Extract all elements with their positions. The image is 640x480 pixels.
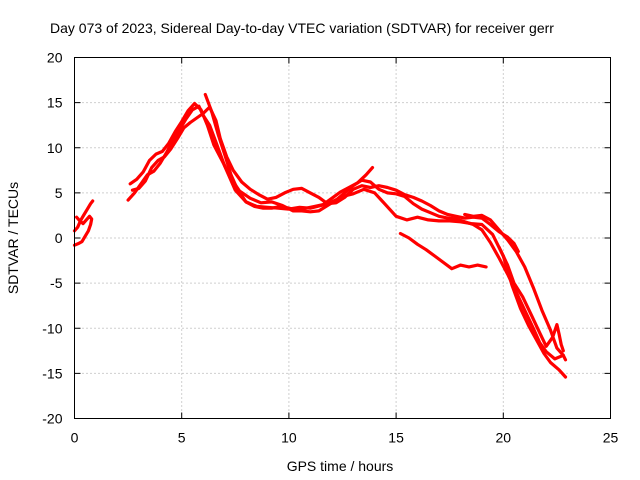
y-tick-label: 15 xyxy=(47,95,63,111)
trace-layer xyxy=(72,92,568,379)
x-tick-label: 25 xyxy=(603,430,619,446)
x-tick-labels: 0 5 10 15 20 25 xyxy=(71,430,619,446)
y-tick-label: -10 xyxy=(42,320,62,336)
y-tick-label: 20 xyxy=(47,50,63,66)
data-series-trace-5 xyxy=(130,105,520,254)
y-tick-label: -5 xyxy=(50,275,63,291)
y-tick-label: -20 xyxy=(42,411,62,427)
data-series-trace-3 xyxy=(126,104,568,379)
data-series-trace-8 xyxy=(497,245,565,353)
data-series-trace-4 xyxy=(128,101,565,361)
data-series-trace-1 xyxy=(72,199,95,233)
x-tick-label: 20 xyxy=(496,430,512,446)
x-tick-label: 5 xyxy=(178,430,186,446)
y-axis-label: SDTVAR / TECUs xyxy=(5,182,21,294)
data-series-trace-7 xyxy=(398,231,488,271)
y-tick-label: 10 xyxy=(47,140,63,156)
tick-marks xyxy=(74,57,611,419)
x-axis-label: GPS time / hours xyxy=(287,458,394,474)
x-tick-label: 10 xyxy=(281,430,297,446)
y-tick-labels: -20 -15 -10 -5 0 5 10 15 20 xyxy=(42,50,62,427)
data-series-trace-9 xyxy=(463,212,568,362)
data-series-trace-6 xyxy=(203,92,375,212)
y-tick-label: 0 xyxy=(55,230,63,246)
x-tick-label: 15 xyxy=(388,430,404,446)
y-tick-label: -15 xyxy=(42,365,62,381)
chart-title: Day 073 of 2023, Sidereal Day-to-day VTE… xyxy=(50,20,554,36)
grid xyxy=(74,57,611,419)
data-series-trace-2 xyxy=(72,214,94,247)
x-tick-label: 0 xyxy=(71,430,79,446)
y-tick-label: 5 xyxy=(55,185,63,201)
